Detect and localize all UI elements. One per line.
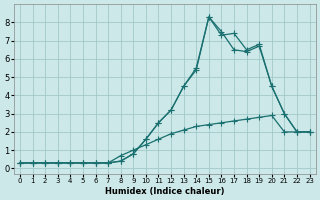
X-axis label: Humidex (Indice chaleur): Humidex (Indice chaleur) xyxy=(105,187,225,196)
